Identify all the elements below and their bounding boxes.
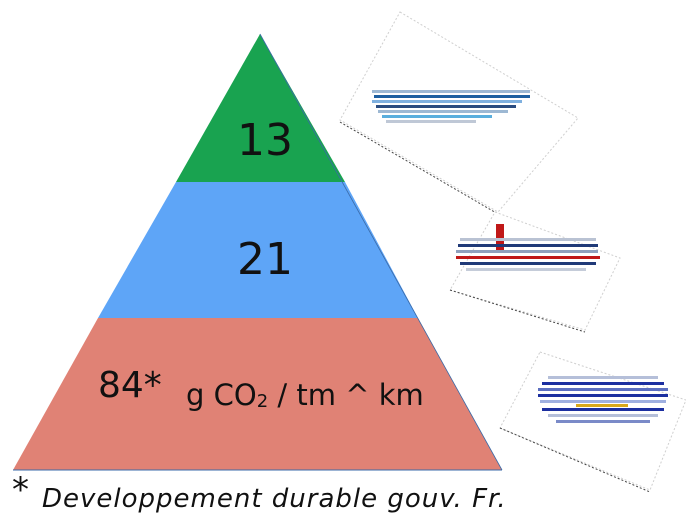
bottom-tier-value: 84* [98, 365, 162, 406]
pyramid-tier-top [176, 34, 345, 182]
top-tier-value: 13 [237, 115, 293, 166]
unit-suffix: / tm ^ km [268, 378, 424, 412]
unit-label: g CO2 / tm ^ km [186, 378, 424, 412]
aircraft-image [339, 11, 579, 215]
truck-icon [456, 224, 600, 271]
pyramid-tier-bottom [13, 318, 502, 470]
aircraft-icon [372, 90, 530, 123]
pyramid-tier-middle [98, 182, 418, 318]
ship-icon [538, 376, 668, 423]
source-note: Developpement durable gouv. Fr. [42, 484, 507, 514]
ship-image [499, 351, 686, 493]
truck-image [449, 211, 621, 333]
unit-prefix: g CO [186, 378, 257, 412]
unit-subscript: 2 [256, 391, 269, 412]
middle-tier-value: 21 [237, 234, 293, 285]
source-marker: * [12, 470, 29, 510]
